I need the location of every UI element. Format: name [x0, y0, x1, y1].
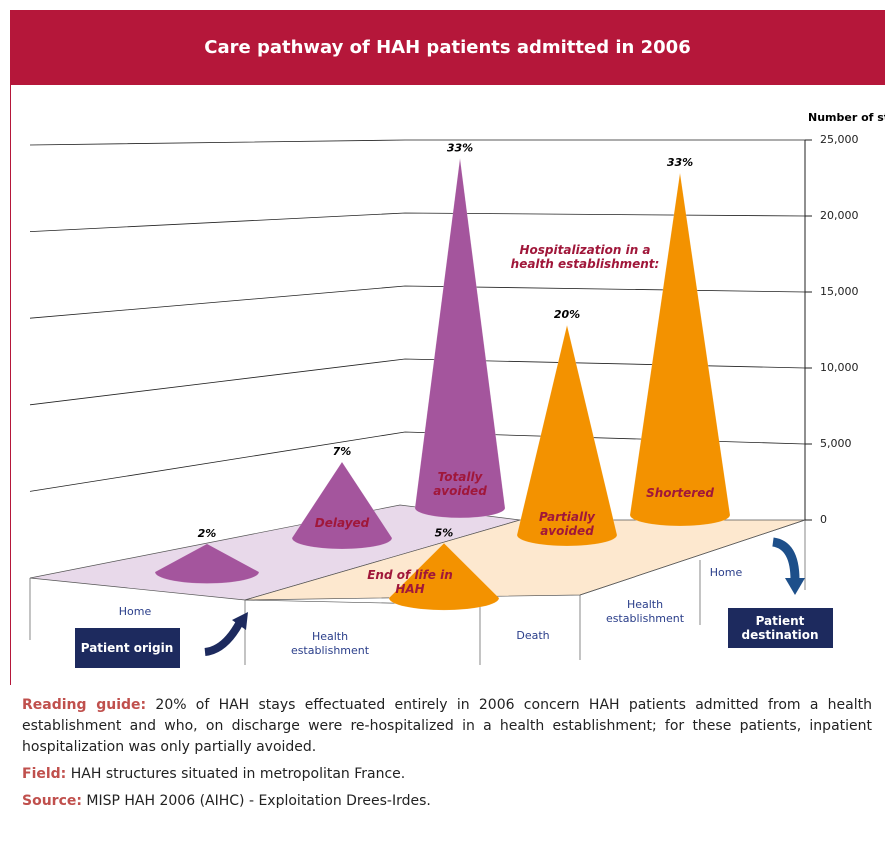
- y-tick-label: 5,000: [820, 437, 852, 450]
- y-tick-label: 15,000: [820, 285, 859, 298]
- cone-label: End of life in HAH: [367, 568, 453, 596]
- origin-arrow: [204, 620, 244, 656]
- frame: [10, 85, 11, 685]
- y-tick-label: 0: [820, 513, 827, 526]
- destination-box: Patient destination: [727, 608, 833, 648]
- note-text: HAH structures situated in metropolitan …: [66, 766, 406, 782]
- value-label: 33%: [447, 141, 473, 154]
- cone: [629, 172, 731, 527]
- destination-category: Death: [516, 629, 550, 642]
- grid-line: [29, 212, 806, 232]
- y-axis-label: Number of stays: [808, 111, 885, 124]
- value-label: 20%: [554, 308, 580, 321]
- origin-category: Health establishment: [290, 630, 370, 657]
- destination-arrow-head: [785, 578, 805, 595]
- y-tick-label: 25,000: [820, 133, 859, 146]
- origin-arrow-head: [232, 612, 248, 630]
- origin-box: Patient origin: [74, 628, 180, 668]
- chart: 0 5,000 10,000 15,000 20,000 25,000 Number of …: [29, 111, 885, 665]
- cone: [516, 325, 618, 547]
- value-label: 2%: [198, 527, 217, 540]
- cone: [291, 461, 393, 550]
- destination-category: Home: [709, 566, 743, 579]
- y-tick-label: 20,000: [820, 209, 859, 222]
- note-label: Field:: [22, 766, 67, 782]
- cone: [388, 542, 500, 611]
- destination-category: Health establishment: [605, 598, 685, 625]
- value-label: 5%: [435, 526, 454, 539]
- grid-line: [29, 139, 805, 146]
- note: Reading guide: 20% of HAH stays effectua…: [22, 695, 872, 758]
- cone-label: Delayed: [314, 516, 370, 530]
- cone: [414, 158, 506, 519]
- note-text: MISP HAH 2006 (AIHC) - Exploitation Dree…: [81, 793, 431, 809]
- chart-title: Care pathway of HAH patients admitted in…: [10, 10, 885, 85]
- cone-label: Partially avoided: [538, 510, 596, 538]
- notes: Reading guide: 20% of HAH stays effectua…: [22, 695, 872, 818]
- destination-arrow: [771, 537, 800, 581]
- note-label: Reading guide:: [22, 697, 147, 713]
- note-text: 20% of HAH stays effectuated entirely in…: [22, 697, 872, 755]
- note: Field: HAH structures situated in metrop…: [22, 764, 872, 785]
- note-label: Source:: [22, 793, 82, 809]
- origin-category: Home: [118, 605, 152, 618]
- cone-label: Shortered: [646, 486, 714, 500]
- value-label: 7%: [333, 445, 352, 458]
- floor-front: [29, 519, 806, 665]
- cone-label: Totally avoided: [433, 470, 487, 498]
- note: Source: MISP HAH 2006 (AIHC) - Exploitat…: [22, 791, 872, 812]
- y-tick-label: 10,000: [820, 361, 859, 374]
- cone: [154, 543, 260, 584]
- annotation: Hospitalization in a health establishmen…: [510, 243, 660, 271]
- value-label: 33%: [667, 156, 693, 169]
